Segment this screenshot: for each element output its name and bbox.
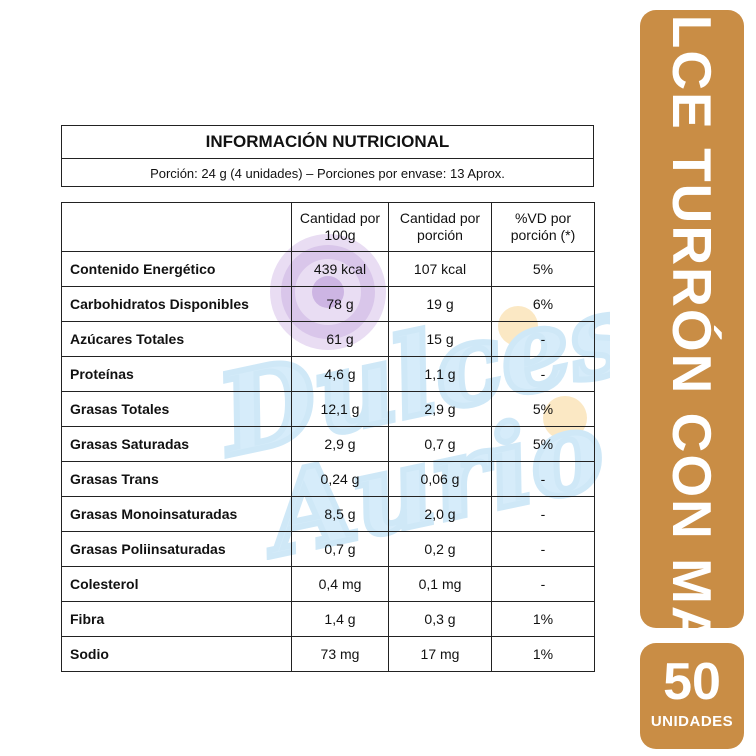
portion-info: Porción: 24 g (4 unidades) – Porciones p… xyxy=(150,165,505,181)
nutrient-label: Fibra xyxy=(61,601,292,637)
per-portion-value: 15 g xyxy=(388,321,492,357)
table-row: Grasas Trans 0,24 g 0,06 g- xyxy=(61,461,595,497)
table-row: Grasas Monoinsaturadas 8,5 g 2,0 g- xyxy=(61,496,595,532)
table-row: Carbohidratos Disponibles 78 g 19 g 6% xyxy=(61,286,595,322)
nutrient-label: Grasas Saturadas xyxy=(61,426,292,462)
per-portion-value: 0,2 g xyxy=(388,531,492,567)
daily-value: 1% xyxy=(491,601,595,637)
per-100g-value: 61 g xyxy=(291,321,389,357)
daily-value: - xyxy=(491,566,595,602)
daily-value: 5% xyxy=(491,251,595,287)
nutrient-label: Grasas Monoinsaturadas xyxy=(61,496,292,532)
per-100g-value: 73 mg xyxy=(291,636,389,672)
per-100g-value: 2,9 g xyxy=(291,426,389,462)
table-row: Fibra 1,4 g 0,3 g 1% xyxy=(61,601,595,637)
nutrient-label: Grasas Poliinsaturadas xyxy=(61,531,292,567)
nutrient-label: Colesterol xyxy=(61,566,292,602)
nutrient-label: Azúcares Totales xyxy=(61,321,292,357)
quantity-unit: UNIDADES xyxy=(650,713,734,730)
per-100g-value: 1,4 g xyxy=(291,601,389,637)
column-header-label xyxy=(61,202,292,252)
quantity-number: 50 xyxy=(663,653,721,711)
product-banner: DULCE TURRÓN CON MANÍ xyxy=(640,0,744,707)
daily-value: 5% xyxy=(491,426,595,462)
table-row: Grasas Saturadas 2,9 g 0,7 g 5% xyxy=(61,426,595,462)
per-100g-value: 4,6 g xyxy=(291,356,389,392)
table-row: Grasas Poliinsaturadas 0,7 g 0,2 g- xyxy=(61,531,595,567)
daily-value: - xyxy=(491,461,595,497)
table-row: Azúcares Totales 61 g 15 g- xyxy=(61,321,595,357)
daily-value: 5% xyxy=(491,391,595,427)
column-header-vd: %VD por porción (*) xyxy=(491,202,595,252)
per-portion-value: 0,06 g xyxy=(388,461,492,497)
per-portion-value: 0,1 mg xyxy=(388,566,492,602)
table-row: Grasas Totales 12,1 g 2,9 g 5% xyxy=(61,391,595,427)
table-header-row: Cantidad por 100g Cantidad por porción %… xyxy=(61,202,595,252)
nutrient-label: Sodio xyxy=(61,636,292,672)
column-header-per100: Cantidad por 100g xyxy=(291,202,389,252)
daily-value: - xyxy=(491,356,595,392)
table-row: Sodio 73 mg 17 mg 1% xyxy=(61,636,595,672)
page-title: INFORMACIÓN NUTRICIONAL xyxy=(62,126,593,159)
daily-value: - xyxy=(491,496,595,532)
daily-value: 1% xyxy=(491,636,595,672)
per-portion-value: 2,9 g xyxy=(388,391,492,427)
per-portion-value: 17 mg xyxy=(388,636,492,672)
per-100g-value: 8,5 g xyxy=(291,496,389,532)
nutrient-label: Proteínas xyxy=(61,356,292,392)
per-portion-value: 0,3 g xyxy=(388,601,492,637)
table-row: Proteínas 4,6 g 1,1 g- xyxy=(61,356,595,392)
product-name: DULCE TURRÓN CON MANÍ xyxy=(661,0,723,707)
daily-value: - xyxy=(491,321,595,357)
per-100g-value: 12,1 g xyxy=(291,391,389,427)
per-100g-value: 78 g xyxy=(291,286,389,322)
per-portion-value: 2,0 g xyxy=(388,496,492,532)
per-portion-value: 0,7 g xyxy=(388,426,492,462)
per-100g-value: 0,4 mg xyxy=(291,566,389,602)
table-row: Colesterol 0,4 mg 0,1 mg - xyxy=(61,566,595,602)
nutrition-header: INFORMACIÓN NUTRICIONAL Porción: 24 g (4… xyxy=(61,125,594,187)
column-header-per-portion: Cantidad por porción xyxy=(388,202,492,252)
per-100g-value: 0,7 g xyxy=(291,531,389,567)
nutrient-label: Carbohidratos Disponibles xyxy=(61,286,292,322)
table-body: Contenido Energético 439 kcal 107 kcal 5% Ca… xyxy=(61,251,595,672)
per-portion-value: 107 kcal xyxy=(388,251,492,287)
table-row: Contenido Energético 439 kcal 107 kcal 5% xyxy=(61,251,595,287)
per-portion-value: 1,1 g xyxy=(388,356,492,392)
quantity-badge: 50 UNIDADES xyxy=(640,643,744,749)
nutrition-table: Cantidad por 100g Cantidad por porción %… xyxy=(61,202,595,672)
daily-value: - xyxy=(491,531,595,567)
per-100g-value: 439 kcal xyxy=(291,251,389,287)
per-100g-value: 0,24 g xyxy=(291,461,389,497)
nutrient-label: Grasas Trans xyxy=(61,461,292,497)
nutrient-label: Contenido Energético xyxy=(61,251,292,287)
daily-value: 6% xyxy=(491,286,595,322)
per-portion-value: 19 g xyxy=(388,286,492,322)
nutrient-label: Grasas Totales xyxy=(61,391,292,427)
